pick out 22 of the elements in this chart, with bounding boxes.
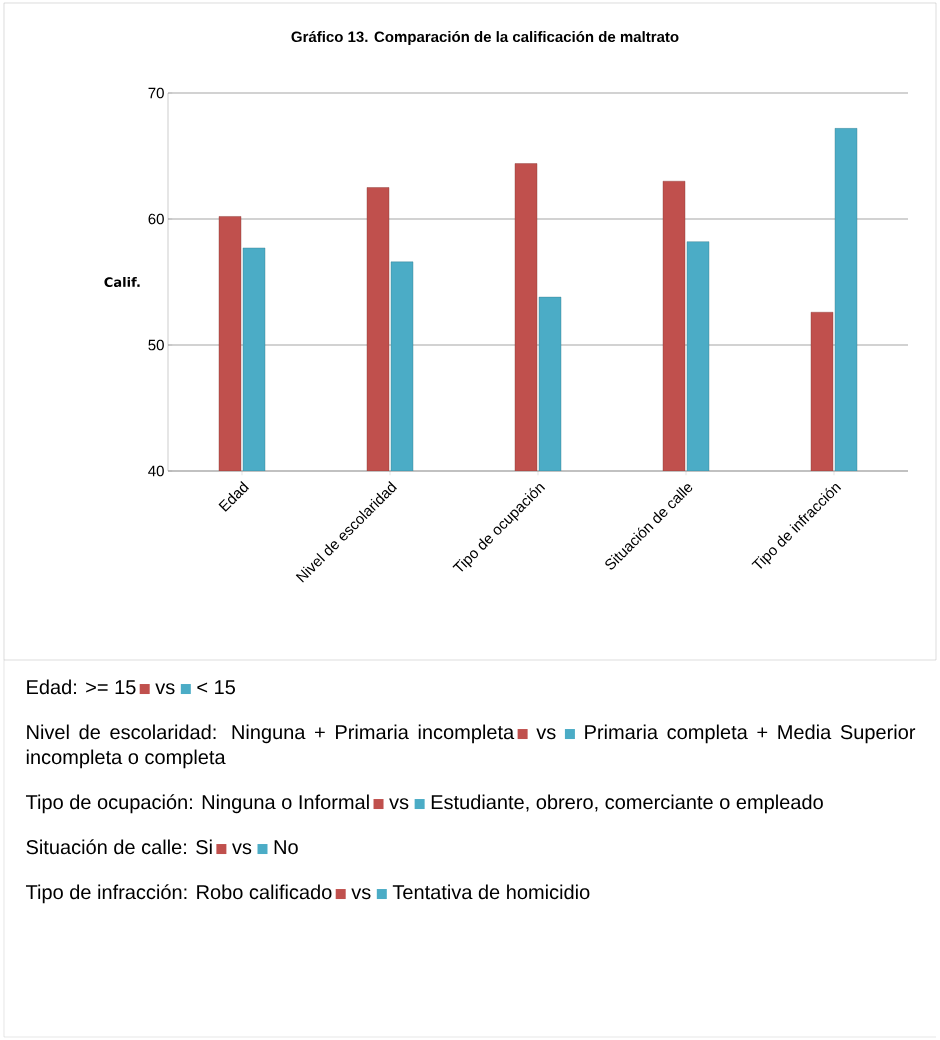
text: < 15: [197, 680, 235, 695]
y-tick-label: 50: [148, 339, 164, 351]
text: vs: [155, 683, 175, 695]
y-tick-label: 60: [148, 213, 164, 225]
text: vs: [351, 888, 371, 900]
text: Estudiante, obrero, comerciante o empleado: [431, 794, 823, 814]
y-tick-label: 70: [148, 87, 164, 99]
text: Primaria completa + Media Superior: [585, 724, 916, 744]
y-tick-label: 40: [148, 465, 164, 477]
text: vs: [536, 728, 556, 740]
text: incompleta o completa: [26, 749, 226, 769]
text: Tipo de ocupación: Ninguna o Informal: [25, 794, 369, 814]
chart-title: Gráfico 13. Comparación de la calificación de maltrato: [291, 30, 679, 46]
text: No: [274, 840, 298, 855]
text: Situación de calle: Si: [26, 839, 212, 855]
text: vs: [389, 798, 409, 810]
text: Tentativa de homicidio: [392, 884, 590, 900]
text: Nivel de escolaridad: Ninguna + Primaria incompleta: [27, 724, 515, 744]
text: vs: [232, 843, 252, 855]
text: Edad: >= 15: [27, 679, 136, 695]
text: Tipo de infracción: Robo calificado: [25, 884, 332, 904]
y-axis-title: Calif.: [104, 276, 140, 288]
